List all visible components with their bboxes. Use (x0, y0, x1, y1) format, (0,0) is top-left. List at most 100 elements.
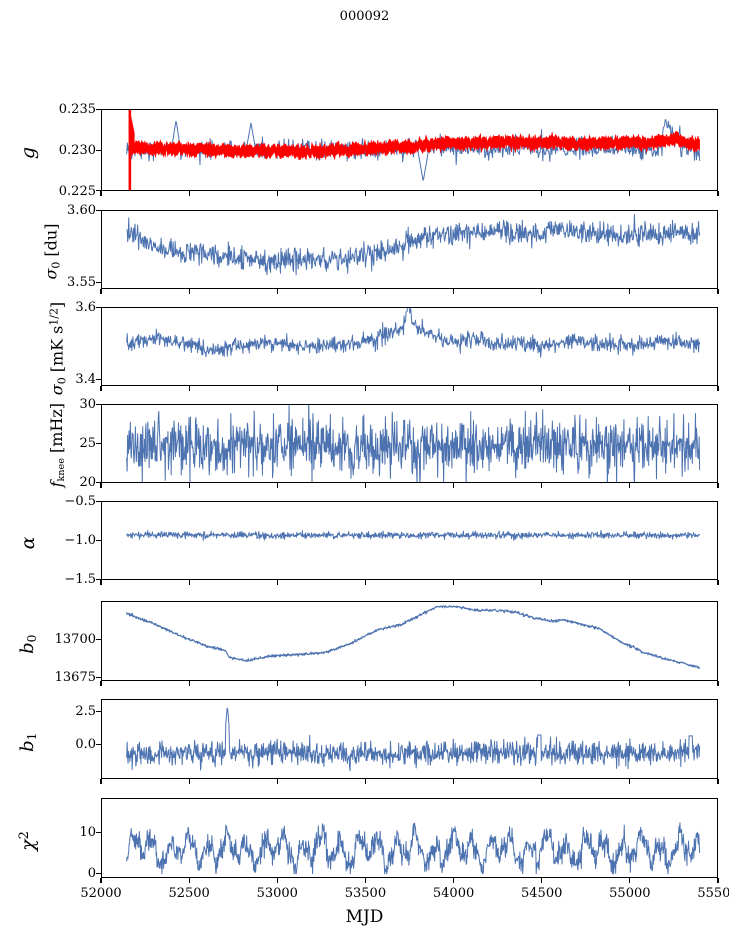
x-tickmark (452, 386, 455, 391)
x-tickmark (452, 681, 455, 686)
panel-sigma0-du-plot (126, 214, 701, 276)
x-tickmark (364, 386, 367, 391)
x-tickmark (364, 681, 367, 686)
x-tickmark (364, 580, 367, 585)
panel-alpha-ytick-0: −0.5 (64, 494, 96, 509)
x-tickmark (629, 580, 631, 585)
x-tickmark (100, 191, 102, 196)
x-tickmark (717, 289, 719, 294)
panel-g-ytick-0: 0.235 (58, 102, 96, 117)
x-tickmark (629, 681, 631, 686)
panel-sigma0-mk-ytick-0: 3.6 (75, 300, 96, 315)
panel-b0-ytick-0: 13700 (54, 632, 96, 647)
panel-b0-ytick-1: 13675 (54, 670, 96, 685)
x-tickmark (188, 580, 190, 585)
x-tickmark (364, 191, 367, 196)
x-tickmark (188, 681, 190, 686)
x-tickmark (276, 289, 278, 294)
panel-fknee-tickmark-1 (96, 443, 101, 445)
x-tick-label: 54000 (432, 886, 475, 901)
x-tickmark (188, 191, 190, 196)
series-line (126, 822, 701, 875)
x-tickmark (541, 289, 543, 294)
x-tickmark (541, 191, 543, 196)
panel-chi2-ytick-1: 0 (87, 866, 96, 881)
panel-b1-ytick-0: 2.5 (75, 704, 96, 719)
panel-g (101, 109, 718, 191)
panel-alpha-tickmark-2 (96, 579, 101, 581)
panel-fknee-ytick-1: 25 (79, 436, 96, 451)
x-tickmark (541, 483, 543, 488)
series-line (126, 529, 701, 541)
x-tickmark (541, 779, 543, 784)
series-fit-head (129, 110, 135, 155)
series-fit-band (129, 130, 700, 161)
panel-b1-ytick-1: 0.0 (75, 737, 96, 752)
panel-sigma0-mk-tickmark-0 (96, 307, 101, 309)
panel-sigma0-mk-ytick-1: 3.4 (75, 372, 96, 387)
series-line (126, 605, 701, 669)
panel-sigma0-mk-tickmark-1 (96, 379, 101, 381)
x-tickmark (717, 386, 719, 391)
panel-alpha-tickmark-1 (96, 540, 101, 542)
x-tickmark (276, 779, 278, 784)
x-tickmark (629, 779, 631, 784)
x-tick-label: 52000 (80, 886, 122, 901)
x-tickmark (100, 779, 102, 784)
x-tickmark (717, 681, 719, 686)
panel-fknee-ytick-2: 20 (79, 475, 96, 490)
panel-sigma0-mk-plot (126, 308, 701, 358)
x-tickmark (276, 191, 278, 196)
panel-b0 (101, 601, 718, 681)
x-tickmark (541, 580, 543, 585)
panel-chi2-ytick-0: 10 (79, 825, 96, 840)
x-tickmark (276, 386, 278, 391)
series-line (126, 707, 701, 772)
panel-fknee-tickmark-0 (96, 404, 101, 406)
series-line (126, 405, 701, 482)
panel-alpha-tickmark-0 (96, 501, 101, 503)
x-tickmark (629, 289, 631, 294)
panel-g-tickmark-0 (96, 109, 101, 111)
x-tick-label: 53000 (256, 886, 298, 901)
x-tick-label: 53500 (344, 886, 387, 901)
x-tick-label: 52500 (168, 886, 210, 901)
x-tickmark (100, 580, 102, 585)
x-tickmark (541, 878, 543, 883)
panel-fknee-ytick-0: 30 (79, 397, 96, 412)
panel-chi2 (101, 798, 718, 878)
x-tickmark (629, 878, 631, 883)
panel-b1 (101, 699, 718, 779)
panel-g-ytick-1: 0.230 (58, 143, 96, 158)
panel-b0-tickmark-1 (96, 677, 101, 679)
x-tickmark (717, 191, 719, 196)
panel-chi2-plot (126, 822, 701, 875)
x-tickmark (541, 681, 543, 686)
panel-alpha (101, 501, 718, 580)
panel-g-ytick-2: 0.225 (58, 184, 96, 199)
panel-b1-plot (126, 707, 701, 772)
panel-sigma0-du-ytick-1: 3.55 (67, 275, 96, 290)
series-line (126, 308, 701, 358)
x-tickmark (100, 878, 102, 883)
panel-alpha-ytick-1: −1.0 (64, 533, 96, 548)
panel-chi2-tickmark-1 (96, 873, 101, 875)
panel-g-plot (126, 110, 701, 190)
panel-alpha-plot (126, 529, 701, 541)
panel-b1-tickmark-0 (96, 711, 101, 713)
panel-b1-tickmark-1 (96, 744, 101, 746)
x-tick-label: 55000 (609, 886, 651, 901)
x-tickmark (100, 289, 102, 294)
panel-sigma0-du (101, 210, 718, 289)
x-tickmark (276, 878, 278, 883)
panel-sigma0-du-ytick-0: 3.60 (67, 203, 96, 218)
panel-sigma0-du-tickmark-1 (96, 282, 101, 284)
x-tickmark (629, 191, 631, 196)
panel-fknee (101, 404, 718, 483)
x-tickmark (452, 779, 455, 784)
panel-sigma0-du-tickmark-0 (96, 210, 101, 212)
x-tickmark (717, 483, 719, 488)
x-tickmark (100, 483, 102, 488)
x-tickmark (100, 386, 102, 391)
